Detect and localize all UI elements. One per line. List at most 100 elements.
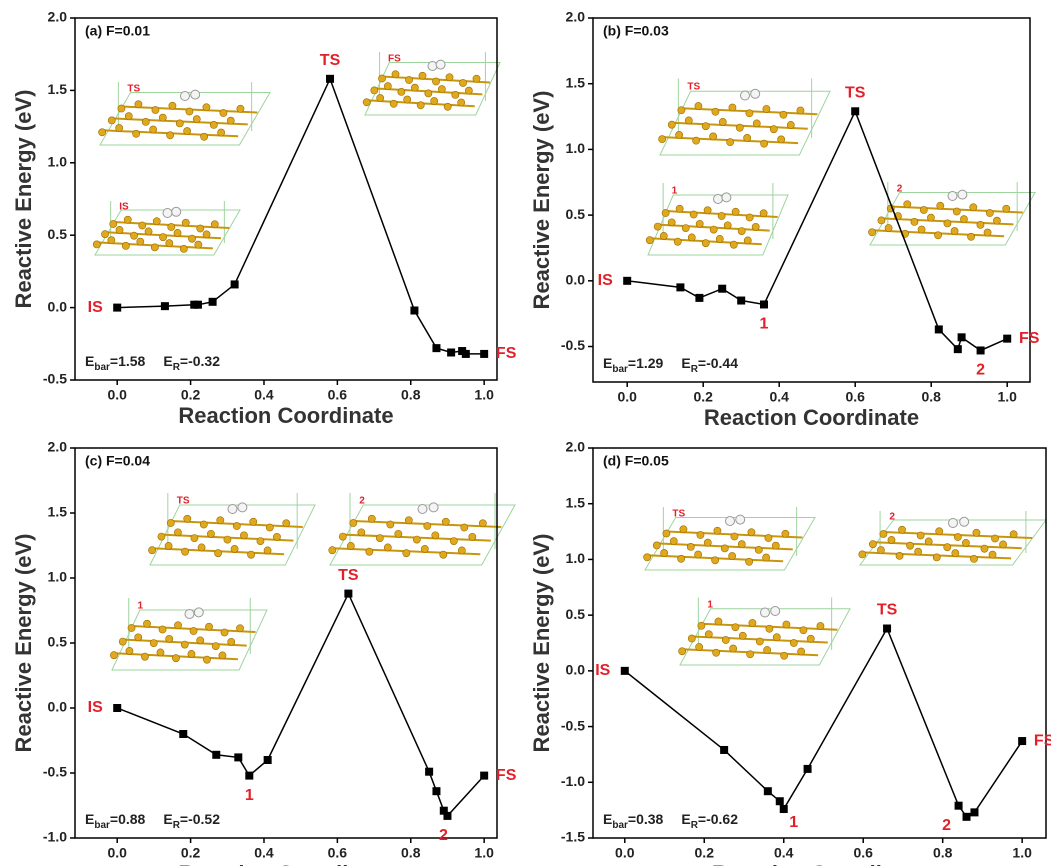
hydrogen-atom — [750, 88, 761, 99]
carbon-atom — [935, 527, 944, 536]
carbon-atom — [223, 535, 232, 544]
carbon-atom — [781, 529, 790, 538]
carbon-atom — [121, 241, 130, 250]
structure-inset: TS — [658, 78, 831, 156]
carbon-atom — [441, 517, 450, 526]
carbon-atom — [183, 127, 192, 135]
energy-point — [720, 745, 729, 754]
carbon-atom — [151, 106, 160, 114]
carbon-atom — [993, 216, 1001, 225]
cell-outline — [859, 519, 1047, 566]
carbon-atom — [745, 109, 754, 118]
energy-label-part: =-0.32 — [180, 353, 220, 369]
carbon-atom — [687, 634, 696, 643]
x-tick-label: 0.6 — [328, 387, 348, 403]
carbon-atom — [952, 207, 961, 216]
carbon-atom — [694, 550, 703, 559]
y-tick-label: 0.0 — [48, 298, 68, 314]
carbon-atom — [173, 229, 182, 237]
carbon-atom — [759, 209, 768, 218]
y-axis-label: Reactive Energy (eV) — [529, 91, 554, 310]
inset-label: 2 — [889, 512, 895, 523]
cell-outline — [647, 194, 789, 256]
y-tick-label: 0.0 — [566, 272, 586, 288]
y-tick-label: 0.0 — [566, 662, 586, 678]
y-tick-label: 2.0 — [566, 439, 586, 455]
carbon-atom — [118, 637, 127, 646]
carbon-atom — [1009, 530, 1018, 539]
panel: TS 1 2 -0.5 0.0 0.5 1.0 1.5 2.0 0.0 0.2 0.4 0.6 0.8 1.… — [529, 9, 1040, 430]
carbon-atom — [961, 539, 970, 547]
structure-inset: 1 — [110, 598, 268, 671]
hydrogen-atom — [770, 606, 781, 616]
carbon-atom — [731, 207, 740, 216]
carbon-atom — [383, 82, 392, 91]
structure-inset: 2 — [328, 493, 516, 566]
carbon-atom — [936, 201, 945, 210]
energy-point — [425, 767, 434, 776]
carbon-atom — [115, 124, 124, 132]
point-annotation: FS — [1034, 732, 1051, 749]
carbon-atom — [643, 553, 652, 562]
carbon-atom — [115, 226, 124, 234]
panel: TS 2 1 -1.5 -1.0 -0.5 0.0 0.5 1.0 1.5 2.0 0.0 0.2 0.4… — [529, 439, 1051, 866]
y-tick-label: 1.0 — [48, 569, 68, 585]
y-tick-label: 2.0 — [48, 439, 68, 455]
carbon-atom — [662, 529, 671, 538]
energy-label-part: bar — [94, 820, 110, 831]
point-annotation: IS — [88, 699, 103, 716]
carbon-atom — [726, 138, 735, 147]
carbon-atom — [404, 516, 413, 525]
carbon-atom — [164, 542, 173, 550]
carbon-atom — [667, 218, 676, 227]
carbon-atom — [721, 636, 730, 644]
carbon-atom — [667, 120, 676, 129]
carbon-atom — [934, 231, 942, 240]
energy-point — [410, 306, 419, 315]
carbon-atom — [180, 640, 189, 649]
carbon-atom — [999, 540, 1007, 549]
hydrogen-atom — [193, 607, 204, 618]
carbon-atom — [394, 529, 403, 538]
carbon-atom — [144, 227, 153, 236]
plot-frame — [592, 17, 1031, 383]
energy-label-part: =-0.52 — [180, 811, 220, 827]
carbon-atom — [167, 223, 176, 231]
cell-outline — [329, 504, 516, 566]
x-axis-label: Reaction Coordinate — [704, 405, 919, 430]
carbon-atom — [916, 531, 925, 540]
carbon-atom — [764, 534, 773, 542]
carbon-atom — [424, 89, 433, 98]
carbon-atom — [249, 517, 258, 526]
energy-point — [208, 297, 217, 306]
carbon-atom — [677, 106, 686, 115]
carbon-atom — [868, 228, 876, 237]
x-tick-label: 0.4 — [254, 845, 274, 861]
carbon-atom — [985, 209, 994, 217]
carbon-atom — [109, 220, 118, 228]
carbon-atom — [449, 537, 458, 545]
carbon-atom — [202, 103, 211, 112]
carbon-atom — [192, 115, 201, 124]
carbon-atom — [887, 536, 896, 544]
x-tick-label: 0.6 — [845, 389, 865, 405]
carbon-atom — [196, 636, 205, 645]
y-tick-label: 1.0 — [566, 550, 586, 566]
hydrogen-atom — [959, 516, 970, 527]
y-axis-label: Reactive Energy (eV) — [11, 90, 36, 309]
point-annotation: IS — [598, 272, 613, 289]
energy-point — [480, 349, 489, 358]
energy-label-part: R — [173, 820, 181, 831]
inset-label: 1 — [672, 186, 678, 197]
energy-label-part: bar — [612, 820, 628, 831]
hydrogen-atom — [428, 502, 439, 513]
point-annotation: 1 — [789, 814, 798, 831]
carbon-atom — [159, 233, 167, 242]
energy-point — [234, 753, 243, 762]
carbon-atom — [457, 546, 466, 555]
carbon-atom — [660, 549, 669, 557]
hydrogen-atom — [721, 192, 732, 203]
carbon-atom — [991, 534, 999, 543]
carbon-atom — [728, 552, 737, 560]
y-tick-label: 1.5 — [566, 74, 586, 90]
